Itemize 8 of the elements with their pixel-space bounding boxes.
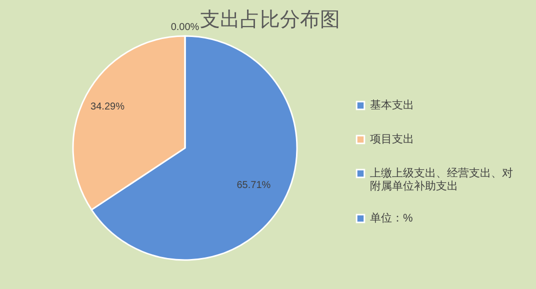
legend-label: 上缴上级支出、经营支出、对附属单位补助支出 [370,166,513,192]
chart-title: 支出占比分布图 [200,9,340,31]
legend-label: 项目支出 [370,132,414,146]
legend-label: 基本支出 [370,98,414,112]
legend-label: 单位：% [370,212,413,224]
data-label: 34.29% [90,101,125,112]
text: 0.00% [170,22,200,33]
data-label: 65.71% [236,180,271,191]
